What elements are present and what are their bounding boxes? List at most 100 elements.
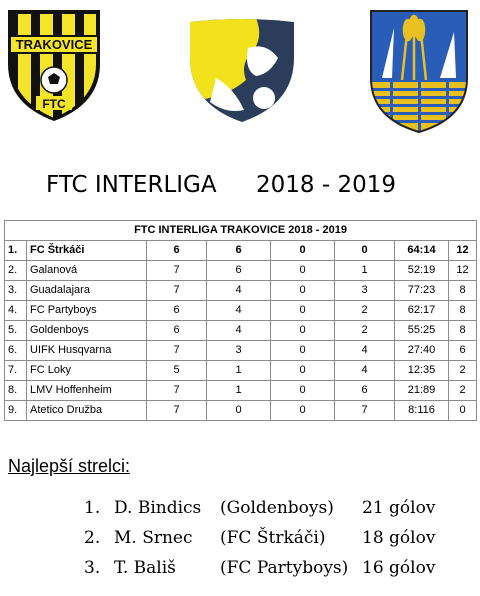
cell-losses: 7	[334, 400, 395, 421]
cell-wins: 4	[206, 280, 271, 301]
cell-losses: 3	[334, 280, 395, 301]
table-caption-row: FTC INTERLIGA TRAKOVICE 2018 - 2019	[3, 220, 478, 241]
cell-draws: 0	[270, 240, 335, 261]
cell-score: 77:23	[394, 280, 449, 301]
table-row: 1. FC Štrkáči 6 6 0 0 64:14 12	[4, 240, 478, 261]
cell-played: 7	[146, 400, 207, 421]
cell-losses: 1	[334, 260, 395, 281]
scorer-rank: 1.	[84, 498, 101, 518]
cell-points: 8	[447, 280, 478, 301]
cell-rank: 1.	[4, 240, 27, 261]
scorer-name: T. Bališ	[114, 558, 176, 578]
cell-draws: 0	[270, 280, 335, 301]
cell-team: Guadalajara	[26, 280, 147, 301]
cell-played: 6	[146, 320, 207, 341]
page-title: FTC INTERLIGA 2018 - 2019	[0, 168, 480, 204]
scorer-club: (FC Štrkáči)	[220, 528, 326, 548]
table-row: 4. FC Partyboys 6 4 0 2 62:17 8	[4, 300, 478, 321]
cell-score: 52:19	[394, 260, 449, 281]
cell-draws: 0	[270, 260, 335, 281]
cell-points: 0	[447, 400, 478, 421]
season-label: 2018 - 2019	[256, 172, 396, 198]
league-name: FTC INTERLIGA	[46, 172, 217, 198]
cell-losses: 2	[334, 300, 395, 321]
standings-table: FTC INTERLIGA TRAKOVICE 2018 - 2019 1. FC…	[3, 220, 478, 421]
cell-score: 12:35	[394, 360, 449, 381]
cell-wins: 4	[206, 300, 271, 321]
cell-points: 12	[447, 260, 478, 281]
cell-team: LMV Hoffenheim	[26, 380, 147, 401]
scorer-goals: 16 gólov	[362, 558, 436, 578]
cell-points: 2	[447, 360, 478, 381]
cell-wins: 1	[206, 360, 271, 381]
cell-wins: 6	[206, 260, 271, 281]
cell-points: 12	[447, 240, 478, 261]
table-row: 9. Atetico Družba 7 0 0 7 8:116 0	[4, 400, 478, 421]
cell-points: 8	[447, 300, 478, 321]
cell-team: FC Partyboys	[26, 300, 147, 321]
cell-wins: 4	[206, 320, 271, 341]
cell-score: 55:25	[394, 320, 449, 341]
cell-played: 5	[146, 360, 207, 381]
cell-team: FC Štrkáči	[26, 240, 147, 261]
cell-points: 6	[447, 340, 478, 361]
cell-score: 62:17	[394, 300, 449, 321]
cell-played: 7	[146, 280, 207, 301]
table-row: 8. LMV Hoffenheim 7 1 0 6 21:89 2	[4, 380, 478, 401]
cell-draws: 0	[270, 300, 335, 321]
cell-points: 2	[447, 380, 478, 401]
ftc-logo-text: TRAKOVICE	[16, 37, 93, 52]
cell-losses: 4	[334, 340, 395, 361]
cell-score: 27:40	[394, 340, 449, 361]
cell-wins: 0	[206, 400, 271, 421]
cell-draws: 0	[270, 320, 335, 341]
interliga-logo	[190, 19, 294, 122]
cell-played: 7	[146, 260, 207, 281]
scorer-club: (Goldenboys)	[220, 498, 334, 518]
cell-draws: 0	[270, 380, 335, 401]
table-row: 2. Galanová 7 6 0 1 52:19 12	[4, 260, 478, 281]
scorer-name: D. Bindics	[114, 498, 202, 518]
cell-played: 6	[146, 240, 207, 261]
cell-rank: 6.	[4, 340, 27, 361]
cell-rank: 8.	[4, 380, 27, 401]
ftc-logo-initials: FTC	[42, 97, 66, 111]
cell-losses: 4	[334, 360, 395, 381]
cell-score: 8:116	[394, 400, 449, 421]
cell-team: FC Loky	[26, 360, 147, 381]
table-caption: FTC INTERLIGA TRAKOVICE 2018 - 2019	[3, 220, 478, 241]
cell-team: Galanová	[26, 260, 147, 281]
scorer-rank: 2.	[84, 528, 101, 548]
scorer-item: 1. D. Bindics (Goldenboys) 21 gólov	[0, 494, 480, 524]
cell-draws: 0	[270, 400, 335, 421]
cell-rank: 3.	[4, 280, 27, 301]
cell-played: 7	[146, 380, 207, 401]
cell-team: Atetico Družba	[26, 400, 147, 421]
cell-draws: 0	[270, 340, 335, 361]
scorer-rank: 3.	[84, 558, 101, 578]
ftc-trakovice-logo: TRAKOVICE FTC	[8, 10, 100, 121]
cell-score: 64:14	[394, 240, 449, 261]
top-scorers-heading: Najlepší strelci:	[8, 456, 131, 476]
scorer-club: (FC Partyboys)	[220, 558, 349, 578]
scorer-goals: 21 gólov	[362, 498, 436, 518]
cell-rank: 7.	[4, 360, 27, 381]
cell-losses: 2	[334, 320, 395, 341]
cell-draws: 0	[270, 360, 335, 381]
cell-wins: 1	[206, 380, 271, 401]
cell-team: Goldenboys	[26, 320, 147, 341]
scorer-item: 2. M. Srnec (FC Štrkáči) 18 gólov	[0, 524, 480, 554]
cell-rank: 2.	[4, 260, 27, 281]
cell-team: UIFK Husqvarna	[26, 340, 147, 361]
scorer-goals: 18 gólov	[362, 528, 436, 548]
table-row: 5. Goldenboys 6 4 0 2 55:25 8	[4, 320, 478, 341]
cell-wins: 3	[206, 340, 271, 361]
cell-points: 8	[447, 320, 478, 341]
scorer-item: 3. T. Bališ (FC Partyboys) 16 gólov	[0, 554, 480, 584]
cell-played: 6	[146, 300, 207, 321]
cell-rank: 9.	[4, 400, 27, 421]
cell-rank: 5.	[4, 320, 27, 341]
cell-played: 7	[146, 340, 207, 361]
trakovice-coat-of-arms	[370, 10, 468, 134]
table-row: 3. Guadalajara 7 4 0 3 77:23 8	[4, 280, 478, 301]
